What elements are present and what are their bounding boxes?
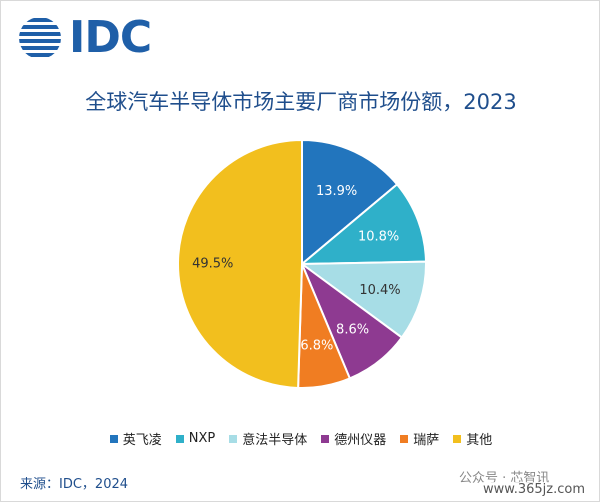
logo-text: IDC xyxy=(69,12,152,63)
legend-item-5: 其他 xyxy=(453,429,492,448)
source-note: 来源：IDC，2024 xyxy=(20,477,129,492)
legend-label: 瑞萨 xyxy=(413,433,440,448)
slice-label-2: 10.4% xyxy=(359,283,400,298)
legend-label: NXP xyxy=(188,431,216,446)
pie-slice-5 xyxy=(177,138,303,389)
pie-slice-0 xyxy=(301,138,399,267)
legend-item-4: 瑞萨 xyxy=(400,429,439,448)
pie-slice-2 xyxy=(299,260,427,339)
legend-item-1: NXP xyxy=(175,429,216,448)
legend-swatch xyxy=(229,434,238,443)
legend-label: 英飞凌 xyxy=(122,433,162,448)
slice-label-4: 6.8% xyxy=(300,338,333,353)
legend-swatch xyxy=(400,434,409,443)
slice-label-5: 49.5% xyxy=(192,257,233,272)
globe-icon xyxy=(19,18,61,57)
pie-slice-1 xyxy=(299,182,427,266)
chart-title: 全球汽车半导体市场主要厂商市场份额，2023 xyxy=(85,90,517,114)
watermark-site: www.365jz.com xyxy=(483,482,585,497)
legend-label: 其他 xyxy=(466,433,493,448)
legend-swatch xyxy=(175,434,184,443)
legend-label: 意法半导体 xyxy=(242,433,308,448)
slice-label-3: 8.6% xyxy=(336,322,369,337)
legend-item-3: 德州仪器 xyxy=(321,429,386,448)
legend-item-0: 英飞凌 xyxy=(109,429,162,448)
legend-swatch xyxy=(109,434,118,443)
slice-label-1: 10.8% xyxy=(358,229,399,244)
legend-swatch xyxy=(321,434,330,443)
slice-label-0: 13.9% xyxy=(316,184,357,199)
chart-legend: 英飞凌 NXP 意法半导体 德州仪器 瑞萨 其他 xyxy=(1,429,600,448)
legend-label: 德州仪器 xyxy=(334,433,387,448)
legend-item-2: 意法半导体 xyxy=(229,429,307,448)
legend-swatch xyxy=(453,434,462,443)
idc-logo: IDC xyxy=(18,12,152,63)
